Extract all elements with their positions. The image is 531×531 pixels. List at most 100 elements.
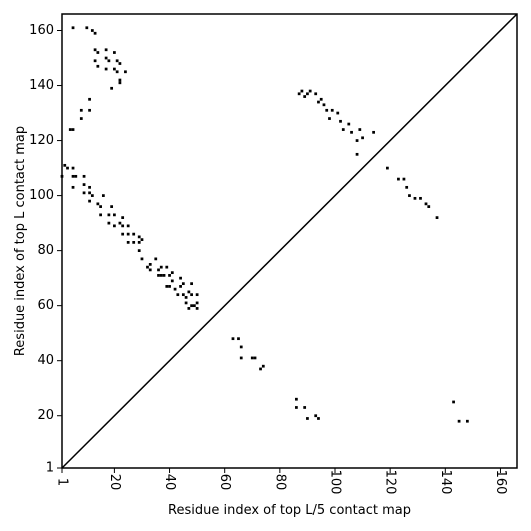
contact-point-upper	[325, 108, 329, 112]
contact-point-lower	[118, 78, 122, 82]
contact-point-upper	[452, 400, 455, 404]
contact-point-lower	[74, 174, 78, 178]
x-axis-label: Residue index of top L/5 contact map	[168, 503, 411, 518]
diagonal-line	[61, 13, 518, 469]
contact-point-upper	[402, 177, 406, 181]
data-points	[60, 26, 469, 423]
contact-point-lower	[132, 241, 136, 244]
contact-point-lower	[195, 307, 199, 310]
contact-point-lower	[90, 29, 94, 32]
contact-point-lower	[79, 117, 83, 120]
contact-point-upper	[386, 166, 389, 170]
contact-point-upper	[465, 419, 469, 423]
contact-point-lower	[157, 274, 160, 277]
contact-point-lower	[115, 59, 119, 63]
contact-point-lower	[115, 70, 119, 74]
contact-point-upper	[314, 92, 318, 96]
contact-point-upper	[306, 417, 309, 420]
contact-point-lower	[181, 282, 185, 286]
contact-point-upper	[295, 397, 298, 401]
contact-point-lower	[168, 285, 171, 288]
contact-point-lower	[101, 194, 105, 197]
contact-point-upper	[347, 122, 351, 126]
contact-point-lower	[71, 26, 75, 30]
x-tick-label: 1	[55, 478, 70, 486]
contact-point-upper	[350, 130, 353, 134]
x-tick-label: 60	[217, 474, 232, 491]
contact-point-lower	[132, 232, 136, 236]
contact-point-upper	[361, 136, 364, 140]
x-tick-label: 160	[493, 470, 508, 495]
y-tick-label: 160	[29, 23, 54, 38]
contact-point-upper	[419, 196, 422, 200]
contact-point-upper	[372, 130, 375, 134]
contact-point-lower	[66, 166, 69, 170]
contact-point-lower	[71, 166, 75, 170]
contact-point-lower	[79, 108, 83, 112]
contact-point-lower	[121, 216, 125, 219]
contact-point-upper	[259, 367, 262, 371]
contact-point-lower	[110, 86, 114, 90]
contact-point-upper	[408, 194, 411, 197]
contact-point-lower	[154, 257, 158, 261]
contact-point-lower	[137, 241, 141, 244]
contact-point-lower	[190, 293, 193, 297]
contact-point-upper	[457, 419, 461, 423]
y-tick-label: 80	[37, 243, 54, 258]
contact-point-upper	[319, 97, 323, 101]
contact-point-upper	[397, 177, 400, 181]
contact-point-lower	[168, 274, 171, 277]
contact-point-upper	[231, 337, 235, 341]
contact-point-upper	[308, 89, 312, 93]
contact-point-upper	[239, 356, 243, 360]
contact-point-lower	[159, 274, 163, 277]
contact-point-upper	[358, 128, 362, 131]
contact-point-lower	[107, 59, 111, 63]
contact-point-upper	[330, 108, 334, 112]
contact-point-upper	[341, 128, 345, 131]
contact-point-lower	[176, 293, 180, 297]
contact-point-upper	[300, 89, 304, 93]
contact-point-lower	[187, 290, 191, 294]
contact-point-lower	[179, 285, 182, 288]
contact-point-upper	[297, 92, 301, 96]
contact-point-lower	[137, 235, 141, 239]
contact-point-lower	[113, 51, 116, 54]
contact-point-upper	[317, 417, 320, 420]
contact-point-upper	[424, 202, 428, 206]
x-tick-label: 40	[162, 474, 177, 491]
contact-point-lower	[82, 183, 86, 186]
contact-point-upper	[413, 196, 417, 200]
y-axis-label: Residue index of top L contact map	[13, 126, 28, 356]
contact-point-lower	[118, 221, 122, 225]
contact-point-lower	[107, 221, 111, 225]
y-tick-label: 140	[29, 78, 54, 93]
contact-point-lower	[187, 307, 191, 310]
contact-point-upper	[339, 119, 342, 123]
contact-point-lower	[170, 271, 174, 275]
contact-point-lower	[63, 163, 67, 167]
contact-point-upper	[237, 337, 240, 341]
contact-point-lower	[165, 285, 169, 288]
contact-point-upper	[355, 139, 359, 142]
contact-point-lower	[126, 224, 130, 228]
contact-point-upper	[427, 205, 431, 208]
contact-point-lower	[121, 232, 125, 236]
contact-point-upper	[322, 103, 326, 107]
contact-point-lower	[121, 224, 125, 228]
contact-point-lower	[88, 185, 91, 189]
contact-point-lower	[190, 282, 193, 286]
contact-point-lower	[195, 293, 199, 297]
x-tick-label: 20	[107, 474, 122, 491]
contact-point-lower	[107, 213, 111, 217]
contact-point-lower	[192, 304, 196, 308]
contact-point-lower	[113, 67, 116, 71]
contact-point-lower	[173, 287, 177, 291]
contact-point-lower	[170, 279, 174, 283]
contact-point-upper	[295, 406, 298, 409]
contact-point-lower	[71, 185, 75, 189]
contact-point-lower	[104, 56, 108, 60]
contact-point-upper	[328, 117, 331, 120]
